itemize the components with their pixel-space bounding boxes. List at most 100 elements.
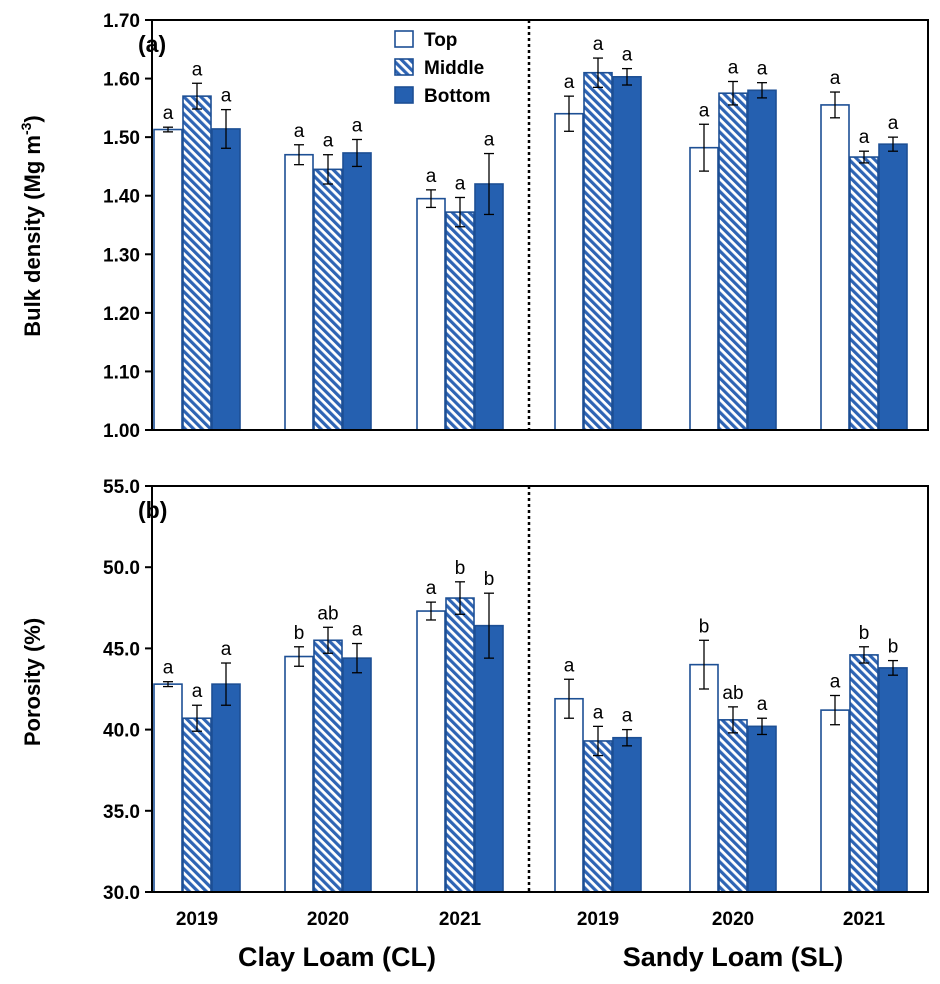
significance-letter: b xyxy=(484,569,495,590)
significance-letter: a xyxy=(564,655,575,676)
legend-swatch-bottom xyxy=(394,86,414,104)
bar-top xyxy=(820,709,850,893)
y-tick-label: 30.0 xyxy=(103,883,140,904)
significance-letter: b xyxy=(455,558,466,579)
y-tick-label: 1.40 xyxy=(103,187,140,208)
x-tick-label: 2019 xyxy=(577,909,619,930)
group-label-clay-loam: Clay Loam (CL) xyxy=(238,942,436,972)
y-tick-label: 1.00 xyxy=(103,421,140,442)
x-tick-label: 2021 xyxy=(439,909,482,930)
significance-letter: a xyxy=(757,694,768,715)
bar-bottom xyxy=(211,683,241,893)
bar-top xyxy=(416,610,446,893)
bar-top xyxy=(153,128,183,431)
bar-middle xyxy=(182,95,212,431)
y-tick-label: 1.20 xyxy=(103,304,140,325)
significance-letter: b xyxy=(888,637,899,658)
significance-letter: a xyxy=(221,86,232,107)
y-tick-label: 1.60 xyxy=(103,70,140,91)
legend: Top Middle Bottom xyxy=(394,30,490,107)
significance-letter: a xyxy=(830,68,841,89)
panel-b-y-axis-title: Porosity (%) xyxy=(20,618,45,746)
y-tick-label: 45.0 xyxy=(103,639,140,660)
significance-letter: a xyxy=(426,578,437,599)
y-tick-label: 1.30 xyxy=(103,245,140,266)
panel-a-plot-frame xyxy=(151,19,929,431)
significance-letter: a xyxy=(163,103,174,124)
y-tick-label: 50.0 xyxy=(103,558,140,579)
bar-bottom xyxy=(342,657,372,893)
bar-middle xyxy=(445,597,475,893)
x-tick-label: 2020 xyxy=(307,909,349,930)
bar-bottom xyxy=(747,725,777,893)
panel-b-plot-frame xyxy=(151,485,929,893)
bar-middle xyxy=(445,211,475,431)
significance-letter: a xyxy=(564,72,575,93)
bar-bottom xyxy=(612,736,642,893)
significance-letter: a xyxy=(830,671,841,692)
legend-swatch-middle xyxy=(394,58,414,76)
bar-top xyxy=(284,655,314,893)
bar-top xyxy=(284,153,314,431)
significance-letter: a xyxy=(163,658,174,679)
x-tick-label: 2019 xyxy=(176,909,218,930)
significance-letter: a xyxy=(888,113,899,134)
bar-middle xyxy=(313,639,343,893)
bar-middle xyxy=(718,719,748,893)
y-tick-label: 1.50 xyxy=(103,128,140,149)
legend-label-bottom: Bottom xyxy=(424,86,490,107)
significance-letter: a xyxy=(352,115,363,136)
x-tick-label: 2020 xyxy=(712,909,754,930)
panel-a-y-axis-title: Bulk density (Mg m-3) xyxy=(18,115,45,336)
bar-middle xyxy=(849,156,879,431)
significance-letter: a xyxy=(323,131,334,152)
significance-letter: a xyxy=(352,620,363,641)
significance-letter: a xyxy=(221,639,232,660)
significance-letter: a xyxy=(859,127,870,148)
significance-letter: ab xyxy=(722,683,743,704)
significance-letter: b xyxy=(699,616,710,637)
y-tick-label: 55.0 xyxy=(103,477,140,498)
significance-letter: b xyxy=(294,623,305,644)
significance-letter: a xyxy=(622,706,633,727)
x-tick-label: 2021 xyxy=(843,909,886,930)
panel-b-y-ticks: 30.0 35.0 40.0 45.0 50.0 55.0 xyxy=(103,477,152,904)
bar-middle xyxy=(583,740,613,893)
significance-letter: a xyxy=(192,59,203,80)
bar-top xyxy=(153,683,183,893)
significance-letter: a xyxy=(484,130,495,151)
bar-middle xyxy=(313,168,343,431)
legend-label-top: Top xyxy=(424,30,457,51)
bar-top xyxy=(416,197,446,431)
panel-a-bulk-density: (a) Bulk density (Mg m-3) 1.001.101.201.… xyxy=(18,11,929,442)
legend-swatch-top xyxy=(394,30,414,48)
significance-letter: b xyxy=(859,623,870,644)
significance-letter: a xyxy=(294,121,305,142)
bar-top xyxy=(689,146,719,431)
significance-letter: a xyxy=(192,681,203,702)
bar-top xyxy=(820,104,850,431)
y-tick-label: 1.70 xyxy=(103,11,140,32)
x-axis-category-labels: 2019 2020 2021 2019 2020 2021 xyxy=(176,909,886,930)
bar-top xyxy=(689,663,719,893)
significance-letter: a xyxy=(593,702,604,723)
significance-letter: a xyxy=(699,100,710,121)
panel-a-y-ticks: 1.00 1.10 1.20 1.30 1.40 1.50 1.60 1.70 xyxy=(103,11,152,442)
bar-bottom xyxy=(211,128,241,431)
legend-label-middle: Middle xyxy=(424,58,484,79)
significance-letter: a xyxy=(593,34,604,55)
bar-middle xyxy=(583,71,613,431)
bar-bottom xyxy=(878,143,908,431)
bar-middle xyxy=(849,654,879,893)
group-label-sandy-loam: Sandy Loam (SL) xyxy=(623,942,844,972)
bar-top xyxy=(554,697,584,893)
bar-middle xyxy=(182,717,212,893)
bar-middle xyxy=(718,92,748,431)
y-tick-label: 40.0 xyxy=(103,721,140,742)
bar-bottom xyxy=(474,624,504,893)
y-tick-label: 1.10 xyxy=(103,362,140,383)
significance-letter: a xyxy=(757,59,768,80)
bar-bottom xyxy=(878,667,908,893)
